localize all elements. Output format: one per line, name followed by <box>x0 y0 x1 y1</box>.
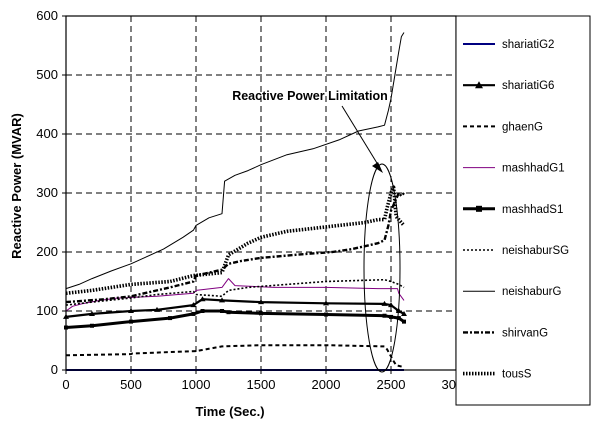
series-marker <box>324 312 328 317</box>
y-axis-label: Reactive Power (MVAR) <box>9 113 24 259</box>
legend-label: shirvanG <box>502 327 548 339</box>
series-marker <box>190 302 197 308</box>
legend-label: shariatiG6 <box>502 80 554 92</box>
y-tick-label: 600 <box>36 8 58 23</box>
series-layer <box>63 32 407 371</box>
legend-label: mashhadG1 <box>502 163 565 175</box>
x-tick-label: 2500 <box>377 377 406 392</box>
series-marker <box>154 306 160 312</box>
y-tick-label: 200 <box>36 244 58 259</box>
x-tick-label: 0 <box>62 377 69 392</box>
x-axis-label: Time (Sec.) <box>195 404 264 419</box>
series-marker <box>401 310 407 316</box>
series-line-neishaburG <box>65 32 405 290</box>
annotation-arrowhead <box>372 162 383 173</box>
series-marker <box>129 319 133 324</box>
series-marker <box>200 309 205 313</box>
legend-label: neishaburSG <box>502 245 569 257</box>
annotation-text: Reactive Power Limitation <box>232 89 388 103</box>
legend-label: shariatiG2 <box>502 39 554 51</box>
series-marker <box>382 313 387 318</box>
y-tick-label: 100 <box>36 303 58 318</box>
series-line-mashhadS1 <box>65 309 405 329</box>
series-marker <box>89 310 95 316</box>
series-marker <box>388 302 394 308</box>
series-line-neishaburSG <box>65 278 405 306</box>
annotation-arrow <box>341 105 381 169</box>
legend-label: mashhadS1 <box>502 204 563 216</box>
series-marker <box>90 323 94 328</box>
series-marker <box>389 314 393 319</box>
series-marker <box>199 296 206 302</box>
series-marker <box>323 300 329 306</box>
annotation-ellipse <box>363 163 401 373</box>
legend: shariatiG2 shariatiG6 ghaenG mashhadG1 mashh… <box>463 39 569 381</box>
y-tick-label: 0 <box>51 362 58 377</box>
y-tick-label: 500 <box>36 67 58 82</box>
legend-label: neishaburG <box>502 286 562 298</box>
y-tick-label: 300 <box>36 185 58 200</box>
series-marker <box>219 297 225 303</box>
x-tick-label: 1000 <box>182 377 211 392</box>
tick-labels: 0500100015002000250030000100200300400500… <box>36 8 470 392</box>
series-marker <box>259 311 263 316</box>
series-marker <box>396 316 401 321</box>
legend-marker <box>476 205 482 212</box>
series-marker <box>220 309 224 313</box>
x-tick-label: 500 <box>120 377 142 392</box>
series-line-tousS <box>65 185 406 296</box>
series-marker <box>381 300 388 306</box>
series-line-mashhadG1 <box>65 278 405 312</box>
series-line-shirvanG <box>65 191 405 304</box>
series-line-ghaenG <box>65 344 405 369</box>
series-marker <box>191 311 196 316</box>
grid-lines <box>66 16 456 370</box>
legend-label: ghaenG <box>502 121 543 133</box>
y-tick-label: 400 <box>36 126 58 141</box>
series-marker <box>402 319 406 324</box>
legend-marker <box>475 81 483 89</box>
series-marker <box>168 316 172 321</box>
x-tick-label: 2000 <box>312 377 341 392</box>
series-marker <box>226 310 231 315</box>
series-marker <box>128 308 134 313</box>
series-marker <box>258 299 264 305</box>
x-tick-label: 1500 <box>247 377 276 392</box>
annotation-group: Reactive Power Limitation <box>232 89 401 373</box>
legend-label: tousS <box>502 369 532 381</box>
